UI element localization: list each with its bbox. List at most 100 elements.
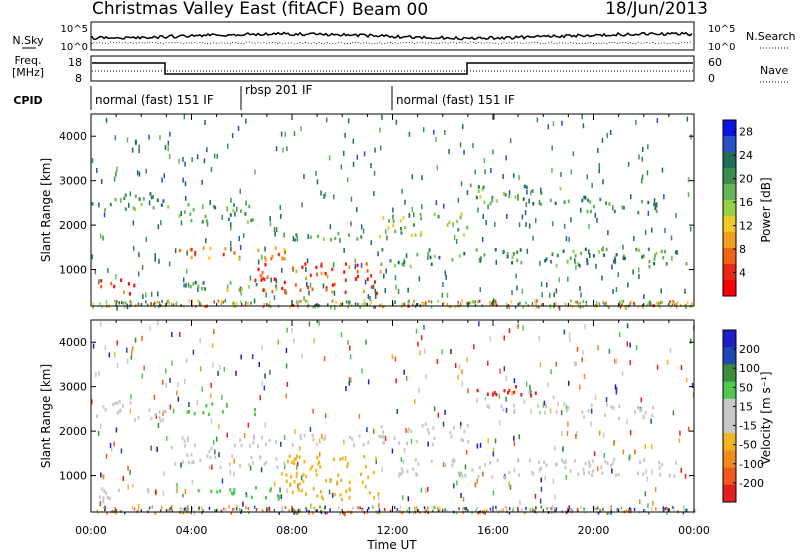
ground-cell: [217, 299, 220, 303]
noise-cell: [100, 321, 102, 327]
ground-cell: [296, 300, 298, 304]
noise-cell: [350, 221, 352, 227]
time-tick-label: 12:00: [377, 524, 409, 537]
ground-cell: [533, 509, 535, 512]
echo-cell: [315, 473, 318, 477]
echo-cell: [430, 262, 433, 266]
ground-cell: [250, 301, 252, 305]
noise-cell: [565, 405, 568, 411]
ground-cell: [667, 508, 669, 512]
echo-cell: [194, 252, 196, 257]
noise-cell: [427, 255, 429, 260]
echo-cell: [247, 285, 250, 289]
noise-cell: [130, 394, 132, 400]
noise-cell: [153, 394, 156, 400]
noise-cell: [285, 363, 288, 369]
noise-cell: [179, 332, 181, 337]
echo-cell: [233, 488, 236, 492]
noise-cell: [126, 347, 128, 353]
noise-cell: [622, 244, 624, 250]
echo-cell: [502, 249, 505, 254]
echo-cell: [534, 391, 537, 395]
noise-cell: [149, 325, 151, 331]
echo-cell: [479, 256, 482, 260]
noise-cell: [308, 290, 310, 296]
ground-cell: [508, 305, 510, 309]
ground-cell: [424, 508, 427, 512]
noise-cell: [503, 366, 506, 372]
ground-cell: [247, 302, 249, 305]
noise-cell: [230, 241, 232, 246]
ground-cell: [421, 301, 423, 305]
echo-cell: [189, 284, 192, 289]
nsky-tick-bottom: 10^0: [61, 42, 88, 53]
echo-cell: [500, 404, 503, 408]
echo-cell: [252, 434, 255, 438]
echo-cell: [150, 195, 153, 200]
colorbar-swatch: [723, 398, 736, 417]
noise-cell: [324, 192, 327, 198]
noise-cell: [528, 198, 530, 204]
echo-cell: [429, 255, 432, 260]
ground-cell: [553, 507, 556, 511]
noise-cell: [638, 267, 640, 273]
noise-cell: [365, 339, 367, 345]
noise-cell: [129, 469, 131, 475]
echo-cell: [426, 428, 429, 432]
noise-cell: [513, 435, 515, 441]
echo-cell: [160, 203, 163, 207]
echo-cell: [491, 392, 494, 397]
echo-cell: [559, 186, 562, 191]
echo-cell: [103, 489, 106, 493]
ground-cell: [427, 511, 429, 515]
echo-cell: [253, 436, 256, 441]
echo-cell: [214, 455, 217, 460]
ground-cell: [585, 301, 587, 304]
ground-cell: [662, 509, 665, 513]
echo-cell: [183, 210, 186, 214]
noise-cell: [307, 233, 309, 239]
ground-cell: [253, 505, 256, 509]
echo-cell: [305, 276, 307, 280]
noise-cell: [193, 510, 196, 516]
noise-cell: [455, 239, 458, 244]
noise-cell: [303, 295, 305, 301]
noise-cell: [464, 464, 467, 470]
noise-cell: [210, 418, 213, 424]
noise-cell: [610, 505, 612, 511]
ground-cell: [666, 506, 668, 510]
noise-cell: [380, 145, 382, 151]
noise-cell: [640, 406, 643, 412]
echo-cell: [355, 277, 358, 281]
ground-cell: [380, 303, 383, 307]
noise-cell: [678, 437, 681, 443]
echo-cell: [331, 290, 334, 294]
ground-cell: [624, 305, 626, 309]
echo-cell: [372, 470, 375, 475]
echo-cell: [475, 248, 478, 252]
noise-cell: [528, 390, 530, 395]
echo-cell: [315, 468, 318, 473]
ground-cell: [403, 302, 405, 306]
echo-cell: [345, 489, 348, 494]
noise-cell: [210, 393, 212, 399]
ground-cell: [637, 305, 640, 309]
echo-cell: [466, 225, 469, 230]
echo-cell: [302, 479, 305, 484]
noise-cell: [350, 196, 353, 202]
echo-cell: [341, 456, 344, 461]
noise-cell: [180, 220, 183, 226]
echo-cell: [205, 219, 208, 223]
noise-cell: [551, 504, 554, 510]
noise-cell: [360, 262, 363, 268]
echo-cell: [259, 274, 262, 278]
ground-cell: [534, 299, 536, 303]
noise-cell: [498, 393, 501, 399]
ground-cell: [433, 505, 435, 509]
noise-cell: [180, 211, 182, 216]
echo-cell: [433, 436, 436, 441]
ground-cell: [374, 305, 377, 309]
echo-cell: [583, 195, 586, 199]
noise-cell: [127, 465, 129, 471]
ground-cell: [200, 303, 203, 307]
